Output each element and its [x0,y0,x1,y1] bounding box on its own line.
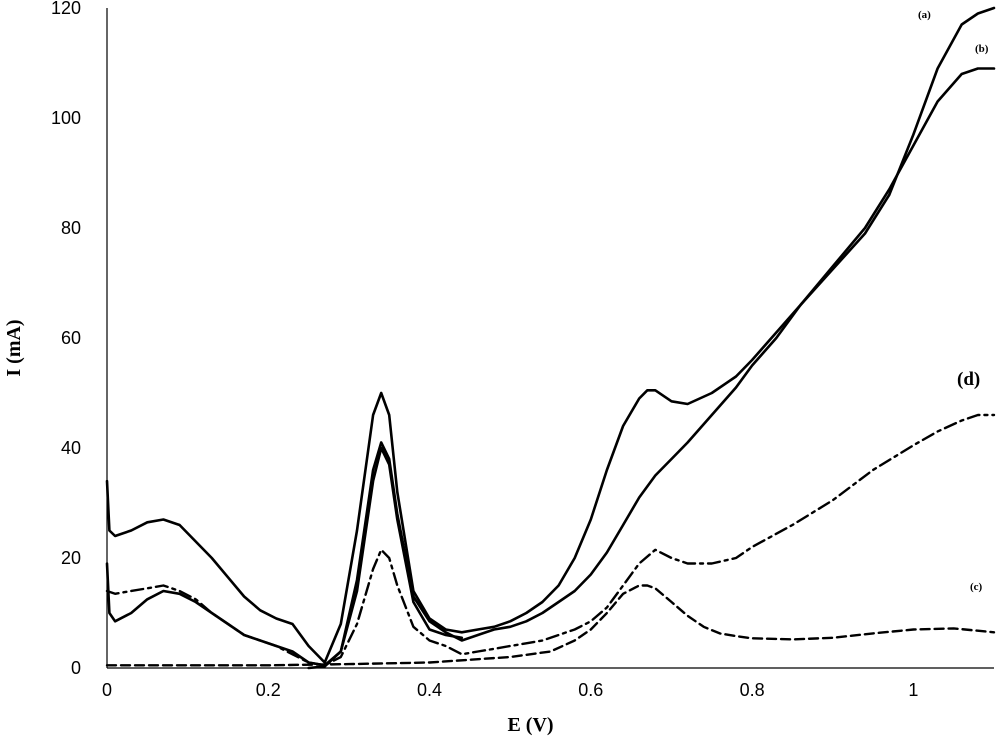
x-tick-label: 0 [102,680,112,700]
curve-label-a: (a) [918,9,931,21]
y-tick-label: 0 [71,658,81,678]
series-line-b [105,67,996,667]
y-tick-label: 40 [61,438,81,458]
curve-label-b: (b) [975,43,989,55]
x-tick-label: 0.2 [256,680,281,700]
y-axis-title: I (mA) [3,319,25,376]
curve-labels: (a) (b) (c) (d) [918,9,989,593]
x-tick-label: 1 [908,680,918,700]
y-tick-label: 120 [51,0,81,18]
series-line-a [105,6,996,664]
x-tick-label: 0.4 [417,680,442,700]
y-tick-labels: 0 20 40 60 80 100 120 [51,0,81,678]
x-tick-labels: 0 0.2 0.4 0.6 0.8 1 [102,680,918,700]
y-tick-label: 100 [51,108,81,128]
series-line-d [105,413,996,667]
axes [106,8,994,669]
x-tick-label: 0.8 [740,680,765,700]
y-tick-label: 80 [61,218,81,238]
series-line-c [105,584,996,667]
series-layer [105,6,996,670]
series-line-unlabeled-2 [307,446,464,670]
x-tick-label: 0.6 [578,680,603,700]
curve-label-d: (d) [957,369,980,390]
curve-label-c: (c) [970,581,983,593]
y-tick-label: 20 [61,548,81,568]
x-axis-title: E (V) [507,714,553,736]
y-tick-label: 60 [61,328,81,348]
